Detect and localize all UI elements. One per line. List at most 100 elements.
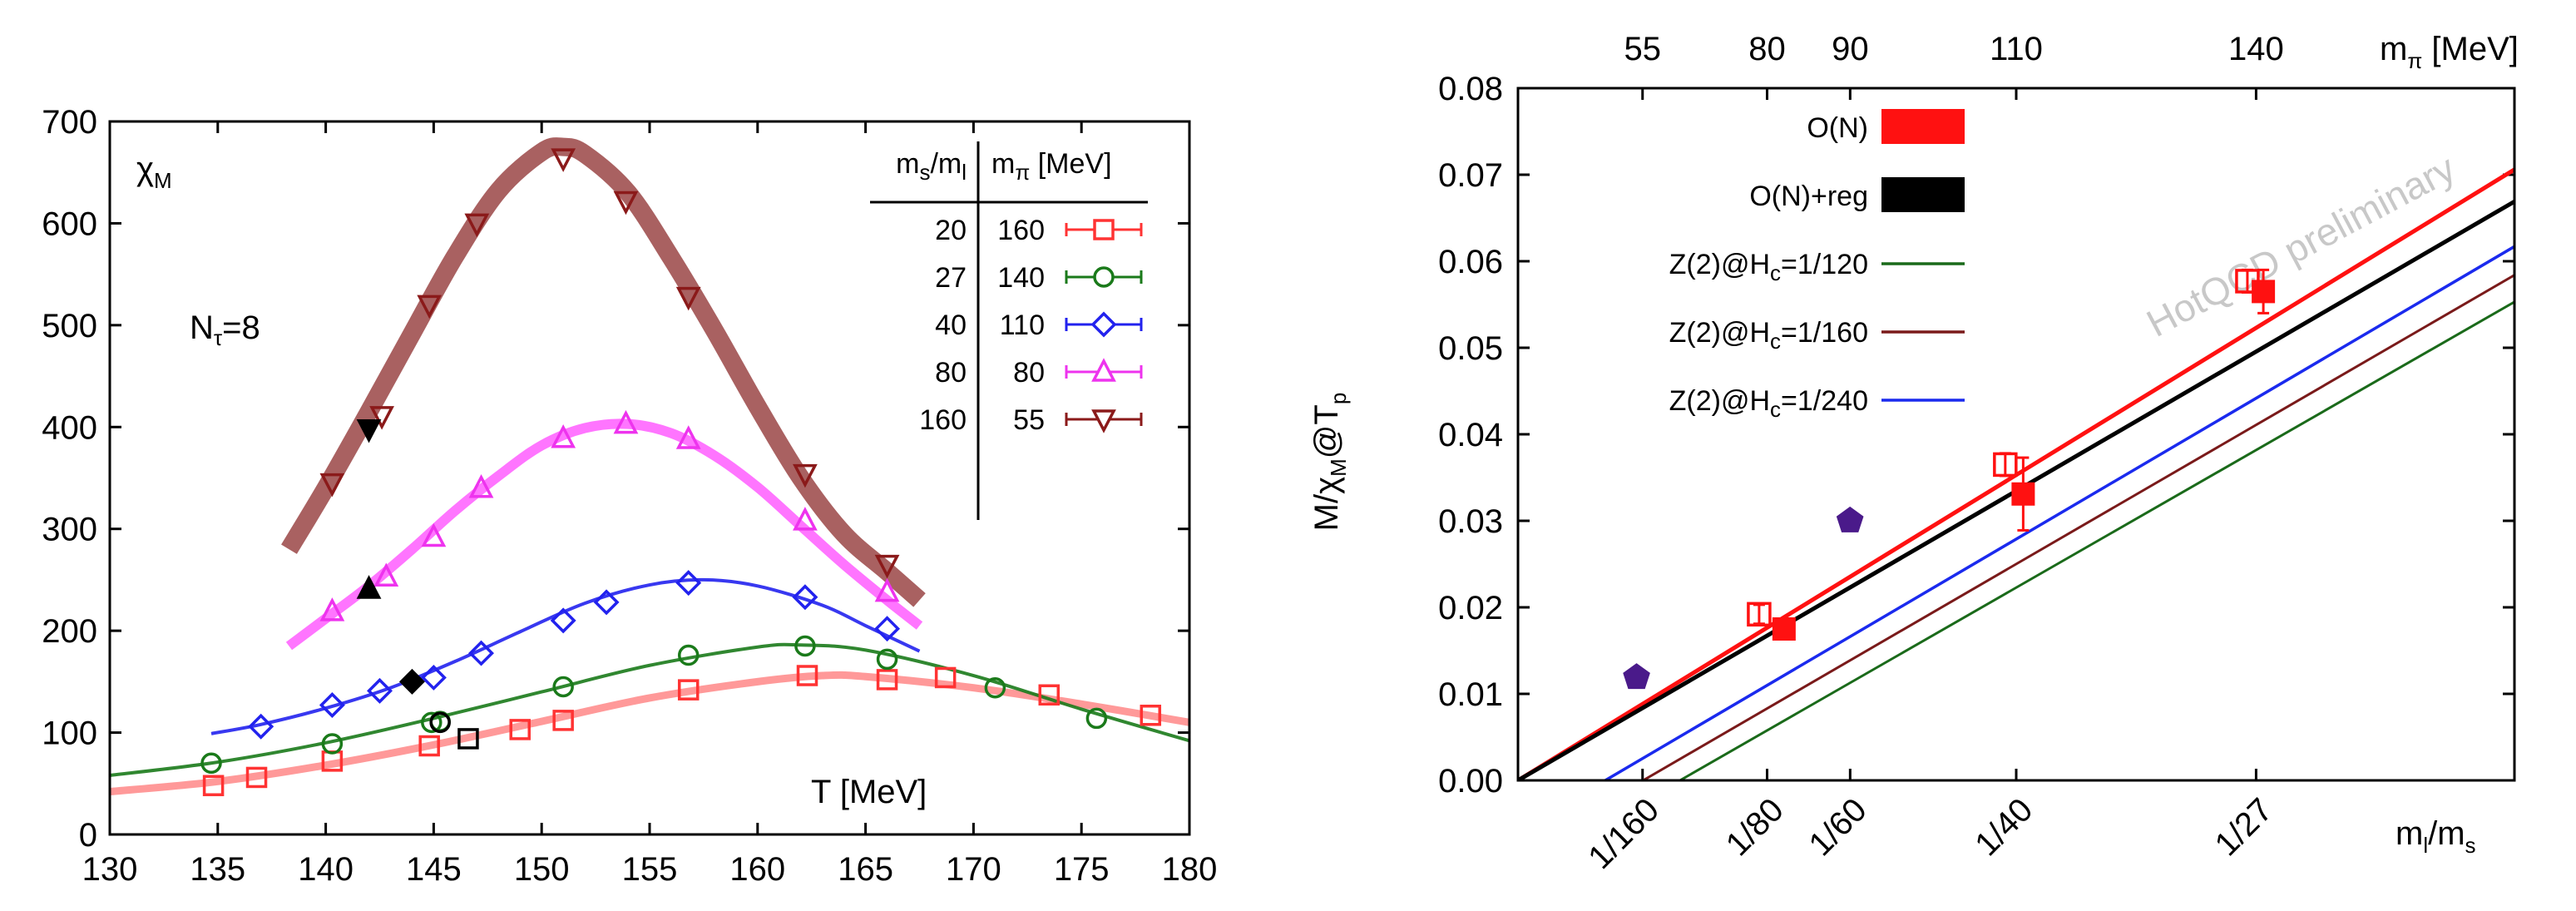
left-point-triangle-down: [369, 406, 394, 430]
left-ylabel: χM: [136, 151, 172, 193]
legend-mpi-80: 80: [1013, 357, 1045, 389]
right-top-tick-label: 55: [1624, 31, 1662, 67]
left-x-tick-label: 150: [514, 851, 570, 888]
left-point-triangle-up: [319, 597, 345, 621]
right-ylabel: M/χM@Tp: [1308, 393, 1351, 532]
left-point-square: [245, 766, 268, 789]
right-chart: 0.00 0.01 0.02 0.03 0.04 0.05 0.06 0.07 0.08 1/16…: [1308, 31, 2519, 876]
right-legend-label: O(N)+reg: [1749, 181, 1868, 212]
left-point-triangle-up: [613, 409, 639, 434]
left-point-square: [934, 666, 957, 689]
right-y-tick-label: 0.05: [1438, 330, 1503, 367]
left-point-square: [677, 679, 700, 701]
left-band-circle: [110, 642, 1189, 777]
right-top-tick-label: 90: [1832, 31, 1869, 67]
legend-ratio-27: 27: [935, 262, 967, 294]
right-line: [1642, 274, 2514, 780]
left-black-point-triangle-up: [356, 575, 382, 599]
left-y-tick-label: 100: [42, 715, 97, 752]
left-point-triangle-up: [675, 425, 701, 449]
left-y-tick-label: 0: [79, 817, 97, 854]
left-point-circle: [876, 648, 898, 671]
right-point-open-square: [1993, 452, 2018, 478]
left-annotation-ntau: Nτ=8: [190, 309, 260, 350]
legend-marker-diamond: [1090, 311, 1117, 338]
right-y-tick-label: 0.07: [1438, 157, 1503, 194]
right-x-tick-label: 1/160: [1581, 791, 1666, 876]
right-legend-swatch: [1881, 109, 1965, 144]
left-point-circle: [552, 676, 574, 698]
legend-ratio-20: 20: [935, 215, 967, 246]
left-point-circle: [321, 733, 344, 755]
left-x-tick-label: 130: [82, 851, 138, 888]
right-point-pentagon: [1836, 506, 1864, 532]
left-point-triangle-down: [613, 191, 639, 215]
right-point-filled-square: [1772, 617, 1796, 641]
left-point-circle: [421, 711, 443, 734]
left-point-triangle-down: [417, 295, 443, 319]
left-legend: ms/ml mπ [MeV] 20 160 27 140 40 110 80 80 160 55: [870, 141, 1148, 520]
right-y-tick-label: 0.01: [1438, 676, 1503, 713]
right-xlabel: ml/ms: [2396, 815, 2476, 858]
left-black-point-square: [457, 728, 479, 750]
right-point-open-square: [1747, 602, 1772, 627]
left-black-point-diamond: [398, 668, 425, 695]
left-point-diamond: [550, 607, 576, 634]
left-point-circle: [984, 676, 1006, 699]
left-point-diamond: [593, 589, 620, 616]
left-black-point-triangle-down: [356, 418, 382, 443]
right-point-filled-square: [2011, 482, 2035, 506]
left-point-triangle-down: [464, 213, 490, 238]
legend-ratio-160: 160: [919, 404, 967, 436]
left-point-triangle-up: [793, 507, 818, 531]
left-y-tick-label: 200: [42, 613, 97, 650]
left-x-tick-label: 135: [190, 851, 245, 888]
left-point-diamond: [675, 570, 702, 597]
right-top-xlabel: mπ [MeV]: [2380, 31, 2519, 73]
left-band-triangle-down: [281, 137, 926, 607]
left-band-diamond: [210, 577, 921, 735]
left-point-square: [509, 719, 531, 740]
legend-mpi-160: 160: [997, 215, 1045, 246]
watermark: HotQCD preliminary: [2139, 146, 2462, 345]
right-top-tick-label: 140: [2228, 31, 2284, 67]
left-point-diamond: [367, 677, 393, 704]
right-x-tick-label: 1/60: [1802, 791, 1874, 863]
left-black-point-circle: [429, 711, 451, 734]
left-point-square: [1140, 705, 1162, 726]
legend-marker-triangle-up: [1091, 358, 1116, 382]
left-point-triangle-up: [421, 522, 447, 547]
right-y-tick-label: 0.03: [1438, 503, 1503, 540]
left-point-diamond: [792, 584, 818, 611]
left-chart: 130 135 140 145 150 155 160 165 170 175 180 0 100 200…: [42, 104, 1217, 888]
right-y-tick-label: 0.04: [1438, 417, 1503, 453]
left-x-tick-label: 160: [729, 851, 785, 888]
left-xlabel: T [MeV]: [811, 774, 927, 810]
left-band-square: [110, 671, 1189, 796]
left-y-tick-label: 600: [42, 205, 97, 242]
legend-mpi-110: 110: [1000, 309, 1045, 341]
left-point-circle: [677, 644, 700, 666]
legend-marker-circle: [1093, 266, 1115, 288]
left-point-triangle-down: [874, 554, 900, 579]
right-top-tick-label: 110: [1990, 31, 2043, 67]
right-x-tick-label: 1/80: [1719, 791, 1791, 863]
left-y-tick-label: 500: [42, 308, 97, 344]
left-y-tick-label: 300: [42, 512, 97, 548]
left-band-triangle-up: [285, 418, 923, 651]
right-point-pentagon: [1623, 663, 1650, 690]
left-point-diamond: [248, 713, 274, 740]
right-legend-label: O(N): [1807, 112, 1868, 144]
left-y-tick-label: 700: [42, 104, 97, 141]
right-top-tick-label: 80: [1748, 31, 1786, 67]
left-point-diamond: [319, 692, 345, 718]
legend-mpi-55: 55: [1013, 404, 1045, 436]
legend-ratio-40: 40: [935, 309, 967, 341]
left-point-square: [552, 710, 574, 731]
right-x-tick-label: 1/27: [2208, 791, 2280, 863]
right-legend-label: Z(2)@Hc=1/240: [1669, 385, 1868, 422]
legend-header-mpi: mπ [MeV]: [991, 148, 1112, 185]
left-point-triangle-up: [874, 577, 900, 602]
right-line: [1679, 300, 2514, 780]
